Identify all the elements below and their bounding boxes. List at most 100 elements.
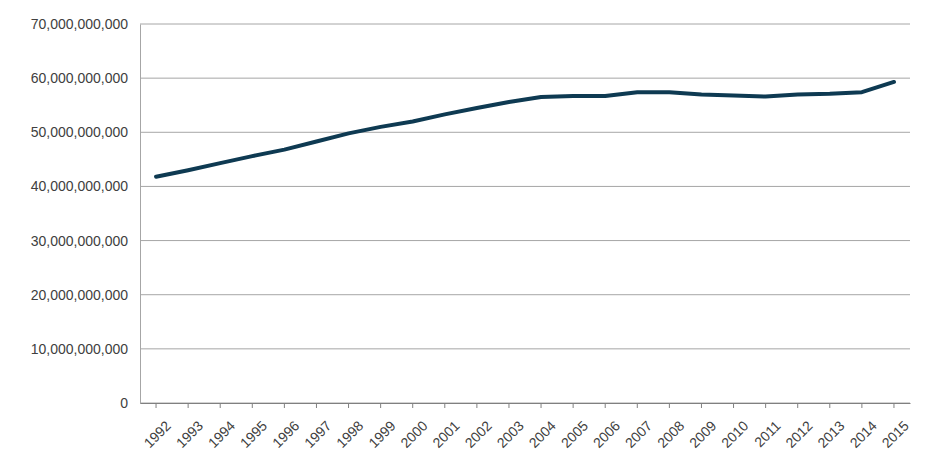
x-tick-mark <box>893 403 894 408</box>
x-tick: 2002 <box>461 403 494 451</box>
grid-line <box>140 24 910 25</box>
x-tick-mark <box>573 403 574 408</box>
x-tick-label: 2004 <box>526 417 559 450</box>
x-tick-mark <box>412 403 413 408</box>
x-tick: 2008 <box>654 403 687 451</box>
x-tick-mark <box>669 403 670 408</box>
x-tick-mark <box>220 403 221 408</box>
x-tick-label: 2015 <box>879 417 912 450</box>
y-tick-label: 60,000,000,000 <box>31 70 129 86</box>
x-tick: 2005 <box>558 403 591 451</box>
x-tick-label: 2002 <box>461 417 494 450</box>
y-tick-label: 20,000,000,000 <box>31 287 129 303</box>
x-tick-mark <box>348 403 349 408</box>
x-tick-mark <box>797 403 798 408</box>
y-tick: 20,000,000,000 <box>31 287 140 303</box>
y-tick-label: 0 <box>120 395 128 411</box>
x-tick: 1995 <box>237 403 270 451</box>
grid-line <box>140 186 910 187</box>
x-tick: 2012 <box>782 403 815 451</box>
x-tick-mark <box>637 403 638 408</box>
x-tick-label: 1998 <box>333 417 366 450</box>
x-tick: 2004 <box>526 403 559 451</box>
x-tick-label: 2013 <box>814 417 847 450</box>
x-tick-label: 1994 <box>205 417 238 450</box>
x-tick-label: 2005 <box>558 417 591 450</box>
x-tick-label: 1993 <box>173 417 206 450</box>
x-tick-label: 2008 <box>654 417 687 450</box>
x-axis: 1992199319941995199619971998199920002001… <box>141 403 913 451</box>
x-tick: 1997 <box>301 403 334 451</box>
plot-area: 0 10,000,000,000 20,000,000,000 30,000,000,… <box>31 16 912 451</box>
x-tick-mark <box>508 403 509 408</box>
x-tick-mark <box>316 403 317 408</box>
x-tick-label: 2011 <box>751 417 784 450</box>
x-tick-mark <box>861 403 862 408</box>
x-tick-mark <box>444 403 445 408</box>
y-tick-label: 70,000,000,000 <box>31 16 129 32</box>
x-tick: 2000 <box>397 403 430 451</box>
x-tick-label: 1992 <box>141 417 174 450</box>
x-tick: 1996 <box>269 403 302 451</box>
x-tick-label: 2003 <box>494 417 527 450</box>
x-tick: 2013 <box>814 403 847 451</box>
x-tick-mark <box>380 403 381 408</box>
x-tick: 2007 <box>622 403 655 451</box>
y-tick: 10,000,000,000 <box>31 341 140 357</box>
y-tick-label: 50,000,000,000 <box>31 124 129 140</box>
grid-line <box>140 132 910 133</box>
y-tick: 70,000,000,000 <box>31 16 140 32</box>
y-tick-label: 10,000,000,000 <box>31 341 129 357</box>
grid-line <box>140 294 910 295</box>
x-tick-mark <box>252 403 253 408</box>
y-tick: 0 <box>120 395 140 411</box>
grid-line <box>140 78 910 79</box>
y-axis-line <box>140 25 141 404</box>
data-line <box>156 82 894 177</box>
y-tick: 40,000,000,000 <box>31 178 140 194</box>
y-tick: 30,000,000,000 <box>31 233 140 249</box>
x-tick: 2003 <box>494 403 527 451</box>
x-tick-label: 1996 <box>269 417 302 450</box>
y-tick-label: 40,000,000,000 <box>31 178 129 194</box>
x-tick: 1994 <box>205 403 238 451</box>
x-tick: 2015 <box>879 403 912 451</box>
x-tick: 1999 <box>365 403 398 451</box>
x-tick-mark <box>541 403 542 408</box>
x-tick-label: 1997 <box>301 417 334 450</box>
x-tick-mark <box>476 403 477 408</box>
x-tick-label: 2001 <box>429 417 462 450</box>
x-tick-mark <box>605 403 606 408</box>
x-tick: 1993 <box>173 403 206 451</box>
x-tick-mark <box>733 403 734 408</box>
grid-line <box>140 348 910 349</box>
x-tick: 2010 <box>718 403 751 451</box>
x-tick: 2011 <box>751 403 784 450</box>
x-tick-label: 2009 <box>686 417 719 450</box>
y-tick-label: 30,000,000,000 <box>31 233 129 249</box>
x-tick-label: 1999 <box>365 417 398 450</box>
x-tick-label: 2006 <box>590 417 623 450</box>
y-tick: 60,000,000,000 <box>31 70 140 86</box>
grid-line <box>140 240 910 241</box>
x-tick-mark <box>284 403 285 408</box>
grid-line <box>140 403 910 404</box>
series <box>156 82 894 177</box>
chart: 0 10,000,000,000 20,000,000,000 30,000,000,… <box>0 0 926 471</box>
y-axis: 0 10,000,000,000 20,000,000,000 30,000,000,… <box>31 16 141 411</box>
x-tick: 2001 <box>429 403 462 451</box>
x-tick: 1998 <box>333 403 366 451</box>
x-tick-mark <box>701 403 702 408</box>
x-tick: 2006 <box>590 403 623 451</box>
x-tick-mark <box>156 403 157 408</box>
x-tick-label: 2007 <box>622 417 655 450</box>
x-axis-line <box>141 403 911 404</box>
x-tick: 1992 <box>141 403 174 451</box>
y-tick: 50,000,000,000 <box>31 124 140 140</box>
x-tick-label: 2000 <box>397 417 430 450</box>
x-tick-label: 1995 <box>237 417 270 450</box>
x-tick: 2014 <box>846 403 879 451</box>
grid <box>140 24 910 403</box>
x-tick-mark <box>829 403 830 408</box>
x-tick-mark <box>765 403 766 408</box>
